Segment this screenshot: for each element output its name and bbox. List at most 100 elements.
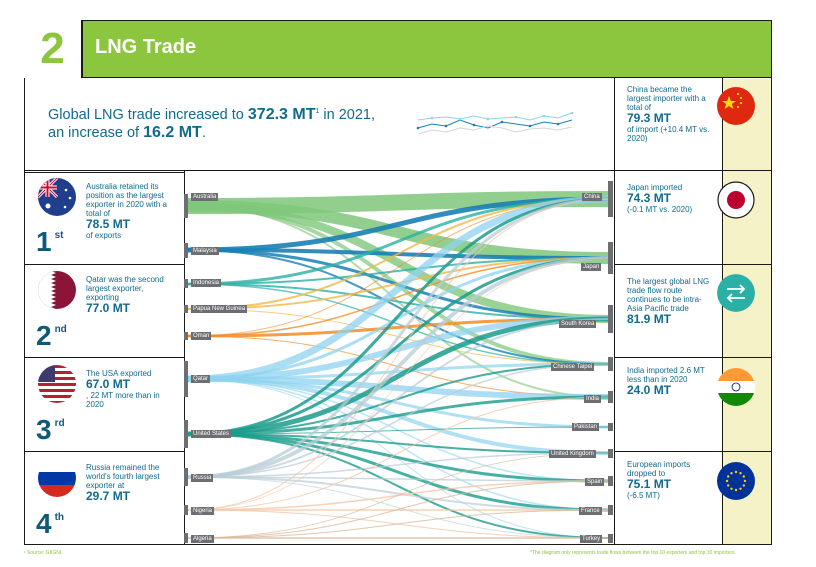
- importer-label: Spain: [585, 478, 605, 486]
- exporter-label: Papua New Guinea: [191, 305, 248, 313]
- divider: [614, 357, 772, 358]
- section-number: 2: [24, 20, 83, 78]
- note-after: (-0.1 MT vs. 2020): [627, 205, 693, 214]
- importer-label: Turkey: [580, 535, 603, 543]
- japan-note: Japan imported 74.3 MT (-0.1 MT vs. 2020…: [627, 183, 712, 214]
- footnote-source: ¹ Source: GIIGNL: [24, 550, 63, 556]
- divider: [24, 170, 614, 171]
- divider: [614, 264, 772, 265]
- rank-suffix: nd: [54, 324, 67, 335]
- europe-note: European imports dropped to 75.1 MT (-6.…: [627, 460, 712, 500]
- importer-node-india: [608, 391, 613, 403]
- india-flag-icon: [717, 368, 755, 406]
- divider: [24, 357, 184, 358]
- russia-flag-icon: [38, 459, 76, 497]
- trade-flow-ribbon: [187, 195, 610, 383]
- exporter-node-algeria: [184, 533, 188, 543]
- exporter-node-qatar: [184, 361, 188, 397]
- divider: [614, 78, 615, 545]
- trade-flow-ribbon: [187, 256, 610, 436]
- importer-label: China: [582, 193, 602, 201]
- importer-label: United Kingdom: [549, 450, 596, 458]
- exporter-label: Algeria: [191, 535, 214, 543]
- trade-flow-ribbon: [187, 509, 610, 539]
- importer-label: Pakistan: [572, 423, 600, 431]
- trade-flow-ribbon: [187, 202, 610, 323]
- trade-flow-ribbon: [187, 452, 610, 478]
- footnote-diagram: *The diagram only represents trade flows…: [530, 550, 736, 556]
- note-value: 75.1 MT: [627, 477, 672, 491]
- russia-note: Russia remained the world's fourth large…: [86, 463, 176, 503]
- trade-flow-ribbon: [187, 283, 610, 320]
- note-value: 74.3 MT: [627, 191, 672, 205]
- note-after: of import (+10.4 MT vs. 2020): [627, 125, 710, 143]
- note-value: 29.7 MT: [86, 489, 131, 503]
- trade-flow-ribbon: [187, 433, 610, 539]
- note-text: India imported 2.6 MT less than in 2020: [627, 366, 705, 384]
- divider: [614, 170, 772, 171]
- exporter-node-papua-new-guinea: [184, 305, 188, 313]
- note-value: 78.5 MT: [86, 217, 131, 231]
- trade-flow-ribbon: [187, 196, 610, 253]
- trade-flow-ribbon: [187, 256, 610, 479]
- china-flag-icon: [717, 87, 755, 125]
- note-text: European imports dropped to: [627, 460, 691, 478]
- importer-label: India: [584, 395, 602, 403]
- note-text: Russia remained the world's fourth large…: [86, 463, 160, 490]
- importer-label: Chinese Taipei: [551, 363, 595, 371]
- divider: [184, 171, 185, 545]
- trade-flow-ribbon: [187, 432, 610, 512]
- qatar-note: Qatar was the second largest exporter, e…: [86, 275, 176, 315]
- importer-node-france: [608, 505, 613, 515]
- australia-flag-icon: [38, 178, 76, 216]
- note-value: 81.9 MT: [627, 312, 672, 326]
- section-title: LNG Trade: [95, 36, 197, 58]
- exporter-label: Qatar: [191, 375, 211, 383]
- rank-number: 1: [36, 226, 52, 257]
- importer-node-china: [608, 181, 613, 217]
- rank-suffix: st: [54, 230, 64, 241]
- decorative-sparkline: [416, 111, 574, 135]
- trade-flow-ribbon: [187, 198, 610, 511]
- exporter-label: Nigeria: [191, 507, 215, 515]
- india-note: India imported 2.6 MT less than in 2020 …: [627, 366, 712, 397]
- exporter-label: Malaysia: [191, 247, 219, 255]
- importer-node-spain: [608, 476, 613, 486]
- trade-flow-ribbon: [187, 318, 610, 478]
- trade-flow-ribbon: [187, 198, 610, 310]
- importer-node-turkey: [608, 534, 613, 543]
- trade-increase: 16.2 MT: [143, 123, 202, 141]
- exporter-label: Russia: [191, 474, 214, 482]
- note-text: Australia retained its position as the l…: [86, 182, 167, 218]
- footnote-marker: 1: [315, 108, 320, 115]
- trade-flow-ribbon: [187, 452, 610, 539]
- global-trade-total: 372.3 MT: [247, 105, 316, 123]
- exporter-node-malaysia: [184, 243, 188, 258]
- importer-label: Japan: [581, 263, 602, 271]
- rank-number: 2: [36, 320, 52, 351]
- trade-flow-ribbon: [187, 432, 610, 483]
- trade-flow-ribbon: [187, 197, 610, 436]
- trade-flow-ribbon: [187, 316, 610, 382]
- trade-flow-ribbon: [187, 476, 610, 511]
- importer-label: South Korea: [559, 320, 597, 328]
- trade-flow-ribbon: [187, 363, 610, 478]
- trade-flow-ribbon: [187, 426, 610, 435]
- note-after: of exports: [86, 231, 122, 240]
- exporter-node-united-states: [184, 420, 188, 448]
- note-text: The USA exported: [86, 369, 152, 378]
- note-after: (-6.5 MT): [627, 491, 660, 500]
- note-after: , 22 MT more than in 2020: [86, 391, 160, 409]
- importer-node-pakistan: [608, 423, 613, 431]
- rank-suffix: th: [54, 512, 65, 523]
- intro-prefix: Global LNG trade increased to: [48, 106, 248, 123]
- note-text: Qatar was the second largest exporter, e…: [86, 275, 164, 302]
- exporter-label: Oman: [191, 332, 212, 340]
- trade-flow-ribbon: [187, 249, 610, 365]
- importer-node-united-kingdom: [608, 449, 613, 458]
- exporter-node-oman: [184, 332, 188, 340]
